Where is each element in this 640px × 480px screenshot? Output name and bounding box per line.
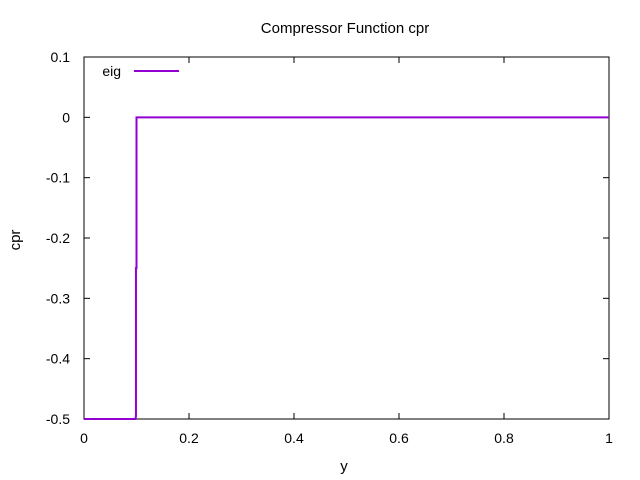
x-axis-label: y	[340, 458, 348, 475]
y-tick-label: -0.2	[46, 230, 70, 246]
y-tick-label: -0.5	[46, 411, 70, 427]
x-tick-label: 0.4	[284, 430, 304, 446]
x-tick-label: 0	[80, 430, 88, 446]
chart-title: Compressor Function cpr	[261, 20, 429, 37]
y-tick-label: -0.3	[46, 290, 70, 306]
y-tick-label: 0.1	[51, 49, 71, 65]
y-axis: 0.1 0 -0.1 -0.2 -0.3 -0.4 -0.5	[46, 49, 609, 427]
y-axis-label: cpr	[7, 230, 24, 251]
x-axis: 0 0.2 0.4 0.6 0.8 1	[80, 57, 613, 446]
plot-frame	[83, 56, 610, 420]
x-tick-label: 0.2	[179, 430, 199, 446]
y-tick-label: 0	[62, 109, 70, 125]
legend-label-eig: eig	[102, 63, 121, 79]
series-line-eig	[84, 116, 609, 420]
series-layer	[84, 116, 609, 420]
x-tick-label: 0.6	[389, 430, 409, 446]
y-tick-label: -0.1	[46, 170, 70, 186]
legend: eig	[102, 63, 179, 79]
x-tick-label: 0.8	[494, 430, 514, 446]
y-tick-label: -0.4	[46, 351, 70, 367]
x-tick-label: 1	[605, 430, 613, 446]
